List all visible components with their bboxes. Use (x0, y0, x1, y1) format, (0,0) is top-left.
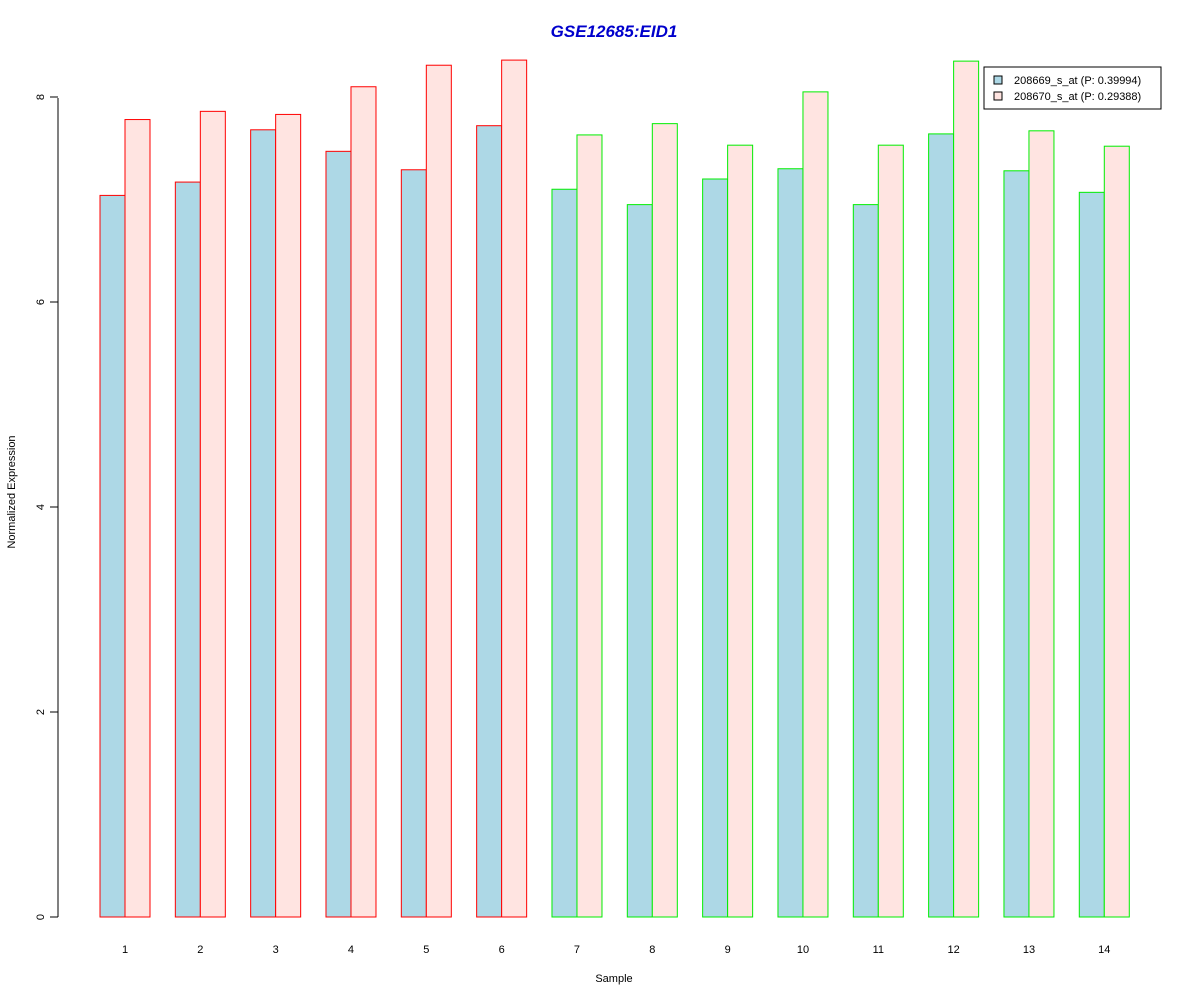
x-tick-label: 7 (574, 944, 580, 956)
y-tick-label: 4 (35, 504, 47, 510)
legend-box (983, 66, 1162, 110)
bar-series-1-sample-14 (1078, 191, 1105, 918)
bar-series-1-sample-2 (174, 181, 201, 918)
x-tick-label: 3 (273, 944, 279, 956)
x-tick-label: 5 (423, 944, 429, 956)
y-axis-label: Normalized Expression (6, 435, 18, 548)
x-tick-label: 1 (122, 944, 128, 956)
bar-series-2-sample-6 (501, 59, 528, 918)
legend: 208669_s_at (P: 0.39994) 208670_s_at (P:… (983, 66, 1162, 110)
bar-series-2-sample-1 (124, 119, 151, 918)
bar-series-2-sample-8 (651, 123, 678, 918)
x-tick-label: 9 (725, 944, 731, 956)
bar-series-1-sample-10 (777, 168, 804, 918)
x-tick-label: 13 (1023, 944, 1035, 956)
y-axis-ticks: 0 2 4 6 8 (35, 94, 58, 920)
x-tick-label: 6 (499, 944, 505, 956)
y-tick-label: 8 (35, 94, 47, 100)
legend-swatch-series-2 (993, 91, 1003, 101)
bar-series-2-sample-5 (425, 64, 452, 918)
bar-series-1-sample-8 (626, 204, 653, 918)
bar-series-2-sample-14 (1103, 145, 1130, 918)
bar-series-2-sample-11 (877, 144, 904, 918)
bar-series-2-sample-12 (953, 60, 980, 918)
x-tick-label: 2 (197, 944, 203, 956)
bar-series-2-sample-2 (199, 110, 226, 918)
bar-series-1-sample-11 (852, 204, 879, 918)
chart-title: GSE12685:EID1 (551, 22, 678, 41)
bar-series-1-sample-5 (400, 169, 427, 918)
bar-series-2-sample-9 (727, 144, 754, 918)
bar-series-2-sample-7 (576, 134, 603, 918)
bar-series-2-sample-4 (350, 86, 377, 918)
legend-swatch-series-1 (993, 75, 1003, 85)
y-tick-label: 6 (35, 299, 47, 305)
bars (99, 59, 1130, 918)
y-tick-label: 0 (35, 914, 47, 920)
bar-series-1-sample-3 (250, 129, 277, 918)
legend-label-series-1: 208669_s_at (P: 0.39994) (1014, 75, 1141, 87)
x-tick-label: 12 (948, 944, 960, 956)
x-tick-label: 4 (348, 944, 354, 956)
x-tick-label: 14 (1098, 944, 1110, 956)
bar-series-1-sample-7 (551, 188, 578, 918)
x-axis-label: Sample (595, 973, 632, 985)
bar-series-2-sample-13 (1028, 130, 1055, 918)
y-tick-label: 2 (35, 709, 47, 715)
bar-series-1-sample-9 (702, 178, 729, 918)
bar-series-1-sample-12 (928, 133, 955, 918)
legend-label-series-2: 208670_s_at (P: 0.29388) (1014, 91, 1141, 103)
bar-series-2-sample-3 (275, 113, 302, 918)
bar-series-1-sample-1 (99, 194, 126, 918)
x-tick-label: 10 (797, 944, 809, 956)
x-tick-label: 8 (649, 944, 655, 956)
bar-series-1-sample-4 (325, 150, 352, 918)
x-axis-tick-labels: 1 2 3 4 5 6 7 8 9 10 11 12 13 14 (122, 944, 1110, 956)
bar-series-1-sample-13 (1003, 170, 1030, 918)
bar-series-1-sample-6 (476, 125, 503, 918)
x-tick-label: 11 (873, 944, 884, 956)
bar-series-2-sample-10 (802, 91, 829, 918)
